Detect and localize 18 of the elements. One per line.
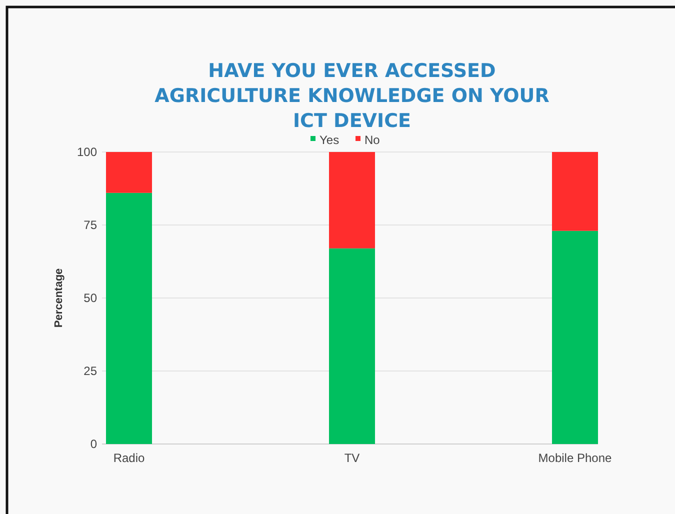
legend-label: Yes [320, 133, 340, 148]
bar [552, 230, 598, 444]
bar [106, 152, 152, 193]
x-tick-label: TV [344, 451, 360, 465]
y-tick-label: 25 [84, 364, 98, 378]
bar [106, 192, 152, 444]
y-tick-label: 100 [76, 145, 98, 160]
y-tick-label: 0 [90, 437, 98, 452]
legend-label: No [364, 133, 380, 148]
bar [552, 152, 598, 231]
y-axis-title: Percentage [53, 268, 65, 328]
bar [329, 152, 375, 248]
chart-title: HAVE YOU EVER ACCESSED AGRICULTURE KNOWLEDGE ON YOUR ICT DEVICE [154, 60, 550, 132]
y-tick-label: 50 [84, 291, 98, 306]
x-tick-label: Mobile Phone [538, 451, 612, 465]
x-tick-label: Radio [113, 451, 145, 465]
bar [329, 248, 375, 444]
y-tick-label: 75 [84, 218, 98, 232]
